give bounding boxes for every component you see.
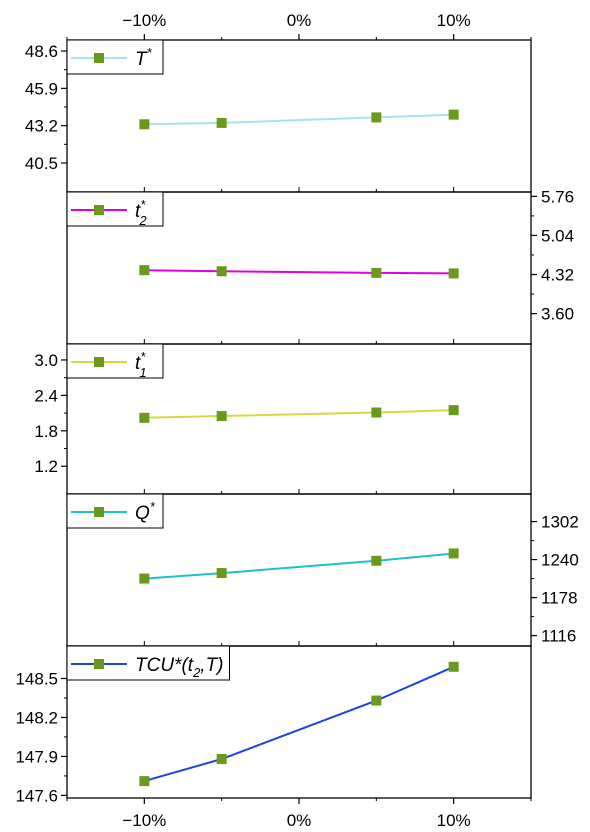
x-tick-label-top: −10% [122, 11, 166, 30]
y-tick-label: 148.2 [15, 708, 58, 727]
x-tick-label-bottom: 0% [287, 811, 312, 830]
legend: t* 2 [66, 191, 164, 228]
y-tick-label: 5.04 [541, 226, 574, 245]
y-tick-label: 45.9 [25, 79, 58, 98]
y-tick-label: 43.2 [25, 117, 58, 136]
data-point [216, 754, 227, 765]
y-tick-label: 48.6 [25, 42, 58, 61]
legend: t* 1 [66, 343, 164, 380]
legend-marker [94, 205, 104, 215]
series-line [144, 665, 455, 783]
legend-label: T* [135, 45, 153, 70]
y-tick-label: 148.5 [15, 669, 58, 688]
data-point [371, 695, 382, 706]
data-point [371, 555, 382, 566]
legend: TCU*(t2,T) [66, 645, 231, 681]
legend-marker [94, 659, 104, 669]
y-tick-label: 147.9 [15, 747, 58, 766]
legend-label: t* 1 [135, 349, 147, 380]
data-point [448, 405, 459, 416]
legend-marker [94, 53, 104, 63]
y-tick-label: 1178 [541, 589, 578, 608]
x-tick-label-bottom: 10% [437, 811, 471, 830]
legend-label: TCU*(t2,T) [135, 655, 224, 680]
data-point [139, 776, 150, 787]
y-tick-label: 5.76 [541, 187, 574, 206]
y-tick-label: 40.5 [25, 154, 58, 173]
legend-marker [94, 357, 104, 367]
legend-label: t* 2 [135, 197, 147, 228]
y-tick-label: 147.6 [15, 786, 58, 805]
y-tick-label: 1240 [541, 551, 579, 570]
panel-2: 3.60 4.32 5.04 5.76 t* 2 [66, 187, 574, 345]
data-point [139, 412, 150, 423]
data-point [139, 119, 150, 130]
y-tick-label: 3.60 [541, 305, 574, 324]
legend-marker [94, 507, 104, 517]
series-line [144, 113, 454, 126]
y-tick-label: 1302 [541, 513, 579, 532]
data-point [371, 267, 382, 278]
data-point [216, 411, 227, 422]
legend: Q* [66, 493, 164, 529]
panel-4: 1116 1178 1240 1302 Q* [66, 493, 579, 647]
series-line [144, 269, 454, 275]
data-point [371, 112, 382, 123]
y-tick-label: 1116 [541, 627, 576, 646]
data-point [448, 548, 459, 559]
y-tick-label: 3.0 [34, 351, 58, 370]
data-point [216, 266, 227, 277]
legend: T* [66, 39, 164, 75]
panel-5: 147.6 147.9 148.2 148.5 TCU*(t2,T) [15, 645, 532, 805]
data-point [139, 265, 150, 276]
y-tick-label: 1.2 [34, 457, 58, 476]
legend-label: Q* [135, 499, 156, 524]
y-tick-label: 1.8 [34, 422, 58, 441]
y-tick-label: 2.4 [34, 386, 58, 405]
x-tick-label-bottom: −10% [122, 811, 166, 830]
data-point [448, 268, 459, 279]
data-point [139, 573, 150, 584]
data-point [216, 117, 227, 128]
panel-3: 1.2 1.8 2.4 3.0 t* 1 [34, 343, 532, 495]
data-point [216, 568, 227, 579]
series-line [144, 409, 454, 419]
data-point [371, 407, 382, 418]
series-line [144, 552, 454, 580]
y-tick-label: 4.32 [541, 266, 574, 285]
data-point [448, 661, 459, 672]
x-tick-label-top: 10% [437, 11, 471, 30]
x-tick-label-top: 0% [287, 11, 312, 30]
data-point [448, 109, 459, 120]
panel-1: 40.5 43.2 45.9 48.6 T* [25, 39, 532, 193]
